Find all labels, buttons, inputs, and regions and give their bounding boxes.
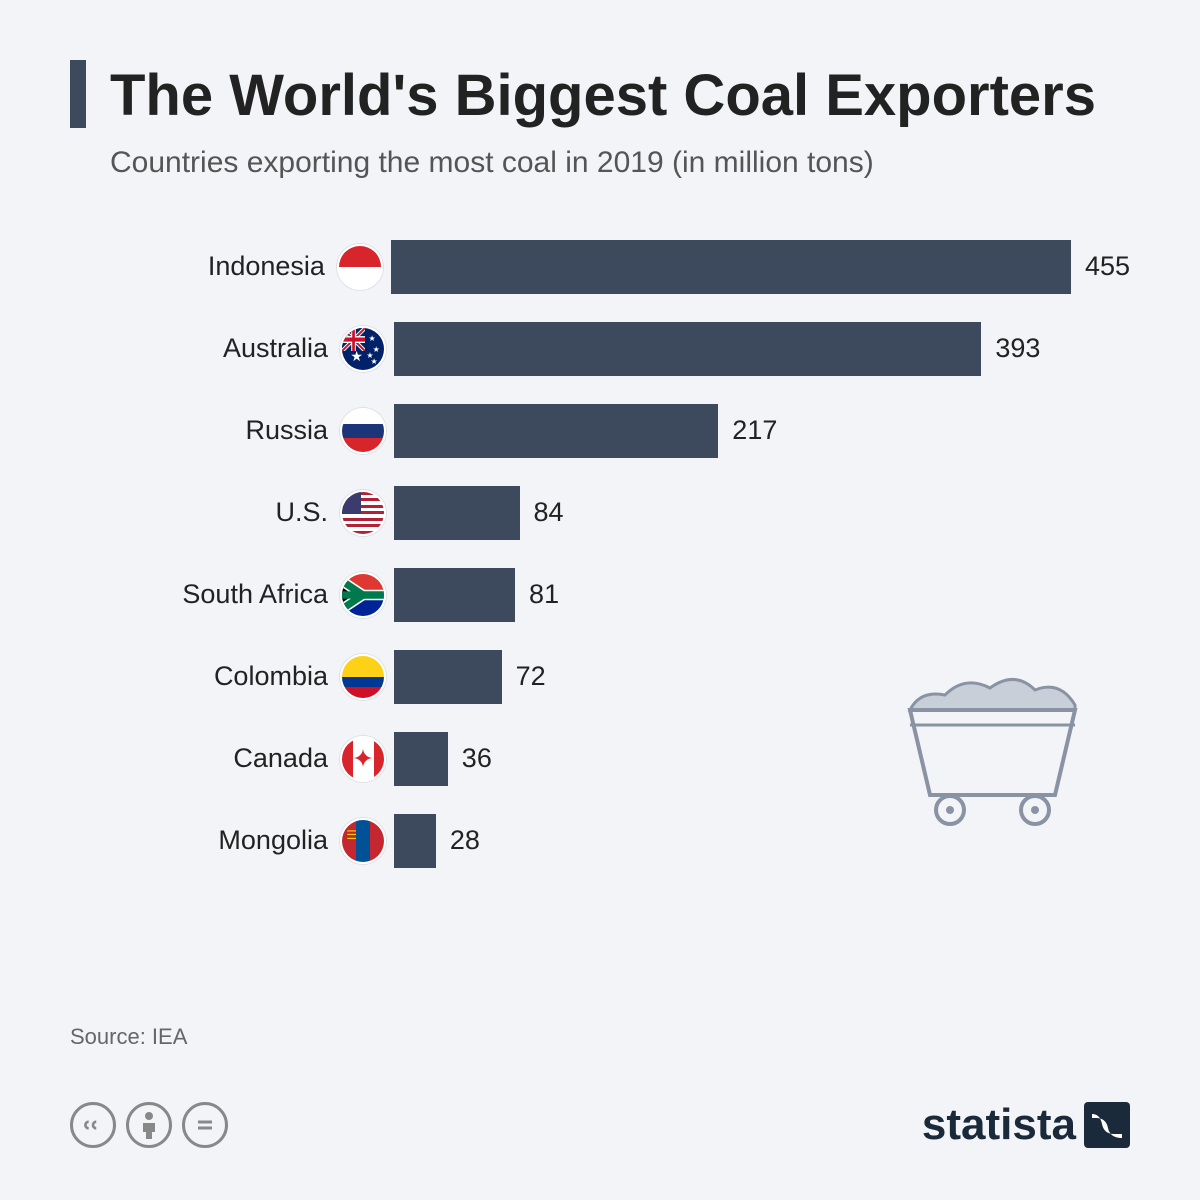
bar-value: 393 xyxy=(995,333,1040,364)
bar xyxy=(394,322,981,376)
flag-icon xyxy=(340,490,386,536)
bar xyxy=(394,486,520,540)
country-label: U.S. xyxy=(110,497,340,528)
bar-value: 84 xyxy=(534,497,564,528)
bar xyxy=(394,404,718,458)
flag-icon xyxy=(340,572,386,618)
bar-value: 217 xyxy=(732,415,777,446)
cc-icon xyxy=(70,1102,116,1148)
bar-row: Russia 217 xyxy=(110,404,1130,458)
flag-icon: ✦ xyxy=(340,736,386,782)
bar-value: 36 xyxy=(462,743,492,774)
flag-icon xyxy=(337,244,383,290)
title-accent-bar xyxy=(70,60,86,128)
chart-title: The World's Biggest Coal Exporters xyxy=(110,60,1096,128)
flag-icon xyxy=(340,408,386,454)
flag-icon: ★ ★ ★ ★ ★ xyxy=(340,326,386,372)
chart-subtitle: Countries exporting the most coal in 201… xyxy=(110,146,1130,180)
country-label: Indonesia xyxy=(110,251,337,282)
mining-cart-icon xyxy=(890,650,1100,830)
bar xyxy=(394,732,448,786)
bar-row: Indonesia 455 xyxy=(110,240,1130,294)
bar-value: 455 xyxy=(1085,251,1130,282)
country-label: Russia xyxy=(110,415,340,446)
country-label: Canada xyxy=(110,743,340,774)
cc-nd-icon xyxy=(182,1102,228,1148)
logo-text: statista xyxy=(922,1100,1076,1150)
country-label: South Africa xyxy=(110,579,340,610)
bar-value: 81 xyxy=(529,579,559,610)
statista-logo: statista xyxy=(922,1100,1130,1150)
bar-row: Australia ★ ★ ★ ★ ★ 393 xyxy=(110,322,1130,376)
source-attribution: Source: IEA xyxy=(70,1024,187,1050)
bar-row: South Africa 81 xyxy=(110,568,1130,622)
bar xyxy=(394,814,436,868)
bar xyxy=(394,568,515,622)
bar xyxy=(394,650,502,704)
country-label: Mongolia xyxy=(110,825,340,856)
flag-icon: ☰ xyxy=(340,818,386,864)
bar-value: 72 xyxy=(516,661,546,692)
bar xyxy=(391,240,1071,294)
country-label: Australia xyxy=(110,333,340,364)
country-label: Colombia xyxy=(110,661,340,692)
flag-icon xyxy=(340,654,386,700)
cc-license-icons xyxy=(70,1102,228,1148)
bar-value: 28 xyxy=(450,825,480,856)
bar-row: U.S. 84 xyxy=(110,486,1130,540)
cc-by-icon xyxy=(126,1102,172,1148)
